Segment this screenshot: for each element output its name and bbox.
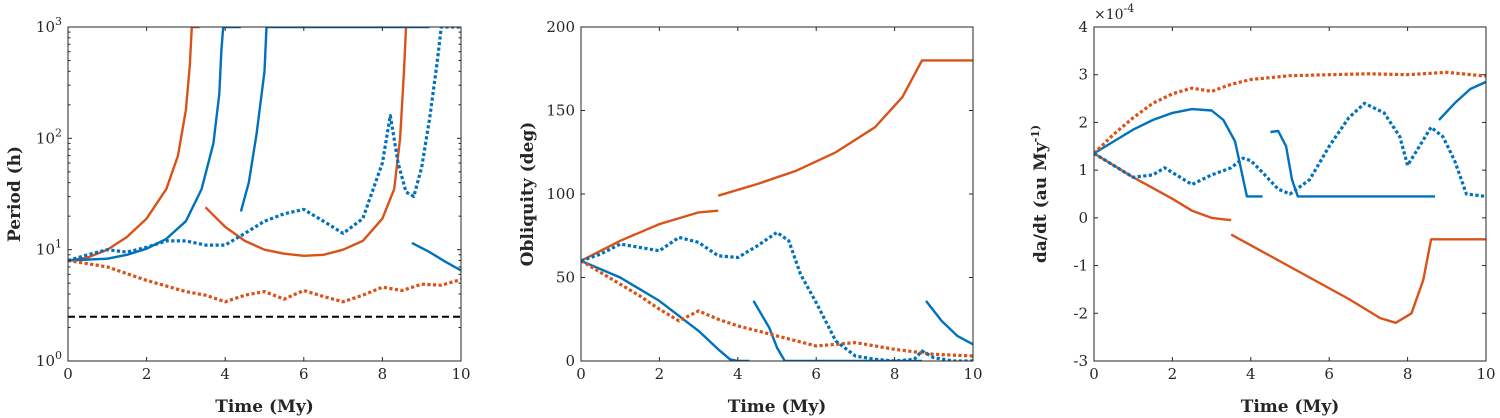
- x-tick-label: 6: [299, 365, 309, 383]
- y-tick-label: 50: [556, 269, 575, 287]
- series-blue-solid-line: [925, 300, 973, 346]
- x-tick-label: 10: [1476, 365, 1495, 383]
- series-blue-solid-line: [752, 300, 922, 361]
- y-tick-label: -2: [1073, 304, 1088, 322]
- series-blue-dotted-line: [581, 230, 973, 361]
- period-panel: 0 2 4 6 8 10 100 101 102 103 Time (My) Period (h): [5, 15, 471, 417]
- x-tick-label: 8: [890, 365, 900, 383]
- y-axis-label: da/dt (au My-1): [1029, 125, 1051, 263]
- x-axis-label: Time (My): [728, 397, 827, 417]
- series-blue-solid-line: [239, 27, 430, 212]
- y-tick-label: 100: [36, 349, 62, 370]
- y-tick-label: 0: [565, 352, 575, 370]
- series-orange-solid-line: [1230, 233, 1486, 324]
- series-orange-solid-line: [204, 27, 408, 257]
- series-blue-dotted-line: [1094, 101, 1486, 198]
- y-multiplier-label: ×10-4: [1094, 2, 1134, 23]
- series-orange-solid-line: [1094, 152, 1232, 222]
- x-tick-label: 4: [733, 365, 743, 383]
- series-blue-solid-line: [411, 241, 461, 272]
- series-orange-solid-line: [581, 209, 719, 262]
- y-tick-label: 0: [1078, 209, 1088, 227]
- plot-frame: [67, 26, 462, 362]
- y-tick-label: 101: [36, 238, 62, 259]
- x-tick-label: 2: [655, 365, 665, 383]
- x-tick-label: 8: [1403, 365, 1413, 383]
- x-axis-label: Time (My): [215, 397, 314, 417]
- y-tick-label: 4: [1078, 18, 1088, 36]
- series-orange-dotted-line: [1094, 70, 1486, 155]
- y-tick-label: 103: [36, 15, 62, 36]
- x-tick-label: 10: [963, 365, 982, 383]
- y-tick-label: -3: [1073, 352, 1088, 370]
- series-blue-solid-line: [1094, 107, 1263, 198]
- series-group: [68, 27, 461, 318]
- x-tick-label: 10: [451, 365, 470, 383]
- x-tick-label: 4: [220, 365, 230, 383]
- y-axis-label: Period (h): [5, 146, 25, 242]
- y-tick-label: 3: [1078, 66, 1088, 84]
- x-tick-label: 8: [378, 365, 388, 383]
- x-tick-label: 4: [1246, 365, 1256, 383]
- x-tick-label: 2: [1168, 365, 1178, 383]
- x-tick-label: 6: [1324, 365, 1334, 383]
- y-tick-label: 150: [546, 102, 575, 120]
- series-blue-solid-line: [1438, 80, 1486, 121]
- x-tick-label: 0: [1089, 365, 1099, 383]
- y-tick-label: 200: [546, 18, 575, 36]
- x-tick-label: 6: [811, 365, 821, 383]
- series-orange-solid-line: [717, 59, 973, 197]
- y-tick-label: 102: [36, 126, 62, 147]
- dadt-panel: 0 2 4 6 8 10 -3 -2 -1 0 1 2 3 4 Time (My) da/dt (au My-…: [1029, 2, 1496, 417]
- y-tick-label: 1: [1078, 161, 1088, 179]
- x-tick-label: 0: [63, 365, 73, 383]
- y-tick-label: 100: [546, 185, 575, 203]
- plot-frame: [1093, 26, 1487, 362]
- y-axis-label: Obliquity (deg): [518, 122, 538, 267]
- series-blue-solid-line: [68, 27, 241, 262]
- series-blue-dotted-line: [68, 27, 461, 263]
- x-axis-label: Time (My): [1241, 397, 1340, 417]
- series-orange-dotted-line: [581, 259, 973, 358]
- x-tick-label: 2: [142, 365, 152, 383]
- x-tick-label: 0: [576, 365, 586, 383]
- series-group: [1094, 70, 1486, 324]
- y-tick-label: -1: [1073, 257, 1088, 275]
- series-orange-dotted-line: [68, 258, 461, 304]
- series-blue-solid-line: [1270, 129, 1435, 198]
- y-tick-label: 2: [1078, 113, 1088, 131]
- series-group: [581, 59, 973, 361]
